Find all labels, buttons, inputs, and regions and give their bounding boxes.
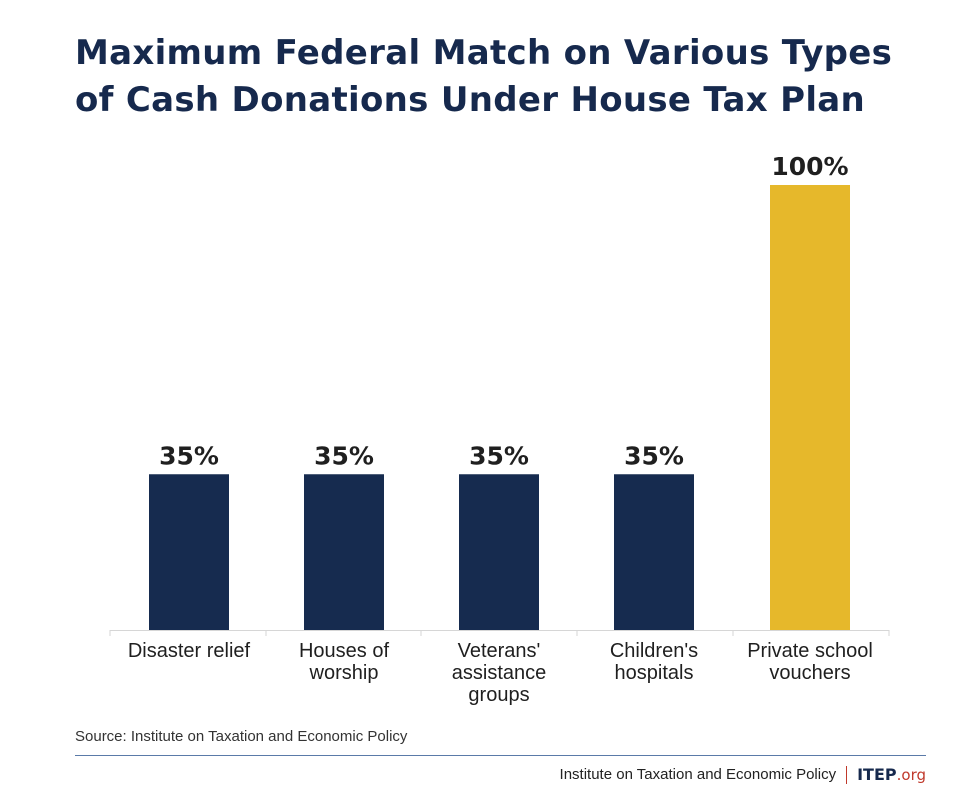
chart-title: Maximum Federal Match on Various Types o… xyxy=(75,33,893,120)
bar xyxy=(149,474,229,630)
data-label: 100% xyxy=(771,152,848,181)
category-label: vouchers xyxy=(769,662,850,684)
category-label: assistance xyxy=(452,662,547,684)
footer-separator xyxy=(846,765,848,784)
footer-divider xyxy=(75,755,926,756)
category-label: Veterans' xyxy=(458,640,541,662)
footer-org-name: Institute on Taxation and Economic Polic… xyxy=(559,766,837,783)
bar xyxy=(614,474,694,630)
source-note: Source: Institute on Taxation and Econom… xyxy=(75,728,408,745)
footer: Institute on Taxation and Economic Polic… xyxy=(560,765,926,784)
itep-logo[interactable]: ITEP.org xyxy=(857,765,926,784)
category-label: groups xyxy=(468,684,529,706)
logo-main: ITEP xyxy=(857,765,897,784)
category-label: hospitals xyxy=(615,662,694,684)
bar xyxy=(770,185,850,630)
logo-suffix: .org xyxy=(896,766,926,784)
category-label: Children's xyxy=(610,640,698,662)
data-label: 35% xyxy=(159,441,219,470)
data-label: 35% xyxy=(314,441,374,470)
data-label: 35% xyxy=(469,441,529,470)
category-label: Disaster relief xyxy=(128,640,251,662)
data-label: 35% xyxy=(624,441,684,470)
category-label: Private school xyxy=(747,640,873,662)
bar xyxy=(304,474,384,630)
category-label: Houses of xyxy=(299,640,389,662)
category-label: worship xyxy=(309,662,379,684)
bar xyxy=(459,474,539,630)
